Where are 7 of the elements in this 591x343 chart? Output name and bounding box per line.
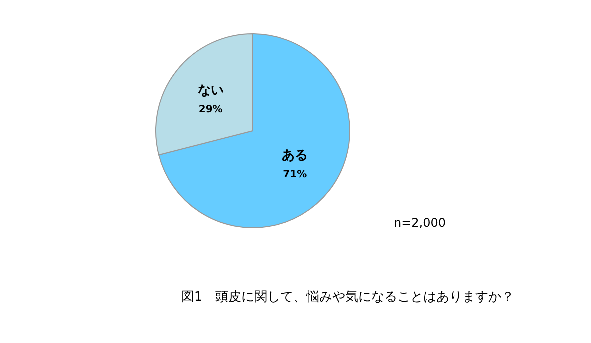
slice-label: ない bbox=[198, 83, 224, 98]
data-label: 29% bbox=[198, 104, 223, 116]
slice-label: ある bbox=[282, 148, 308, 164]
pie-slice bbox=[158, 34, 350, 228]
data-label: 71% bbox=[283, 170, 308, 181]
text: n=2,000 bbox=[394, 216, 446, 230]
text: 図1 頭皮に関して、悩みや気になることはありますか？ bbox=[181, 290, 515, 305]
